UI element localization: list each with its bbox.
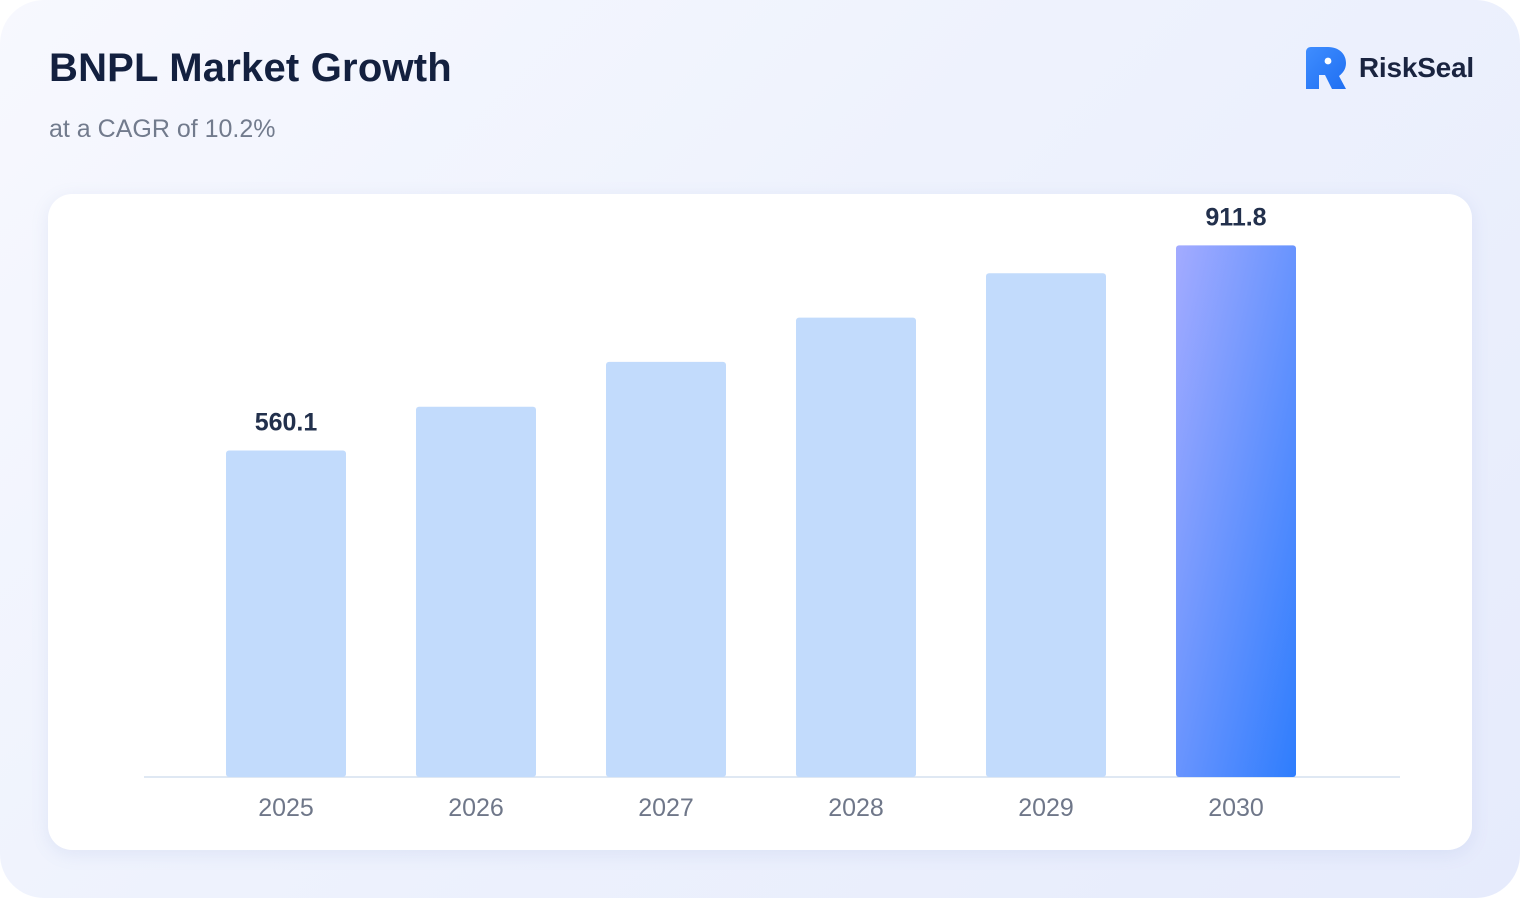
bar-value-label-2025: 560.1 (255, 408, 318, 436)
x-tick-label-2030: 2030 (1208, 794, 1264, 822)
bar-chart: 560.1 2025 2026 2027 2028 2029 911.8 2030 (144, 203, 1400, 822)
x-tick-label-2025: 2025 (258, 794, 314, 822)
bar-2028 (796, 317, 916, 777)
chart-subtitle: at a CAGR of 10.2% (49, 115, 276, 143)
bar-value-label-2030: 911.8 (1205, 203, 1266, 231)
x-tick-label-2028: 2028 (828, 794, 884, 822)
x-tick-label-2027: 2027 (638, 794, 694, 822)
chart-title: BNPL Market Growth (49, 46, 452, 90)
bar-2027 (606, 361, 726, 777)
bar-2029 (986, 273, 1106, 777)
brand-name: RiskSeal (1358, 52, 1474, 83)
brand-logo: RiskSeal (1305, 47, 1474, 89)
bar-2026 (416, 406, 536, 777)
chart-card: 560.1 2025 2026 2027 2028 2029 911.8 2030 (48, 194, 1472, 850)
x-tick-label-2029: 2029 (1018, 794, 1074, 822)
riskseal-logo-icon (1305, 47, 1346, 89)
bar-2025 (226, 450, 346, 777)
bar-2030 (1176, 245, 1296, 777)
x-tick-label-2026: 2026 (448, 794, 504, 822)
